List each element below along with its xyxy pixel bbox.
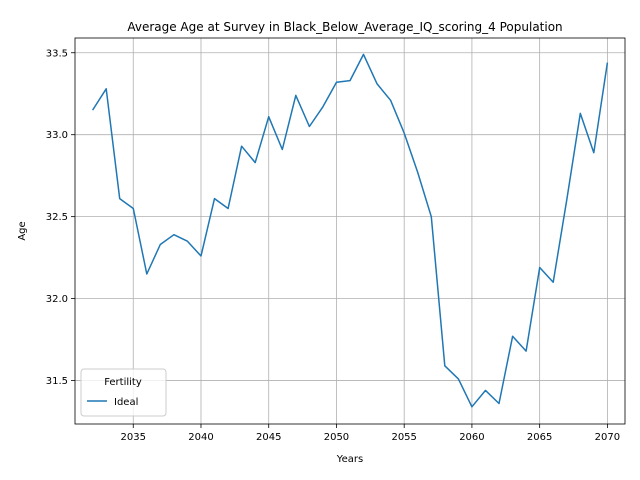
legend-box [80, 368, 167, 417]
plot-area [75, 38, 625, 424]
x-axis-label: Years [336, 454, 363, 465]
chart-title: Average Age at Survey in Black_Below_Ave… [127, 20, 562, 34]
y-tick-label: 33.5 [46, 48, 68, 59]
y-axis: 31.5 32.0 32.5 33.0 33.5 [46, 48, 75, 387]
x-tick-label: 2060 [459, 432, 484, 443]
legend-title: Fertility [104, 377, 142, 388]
x-tick-label: 2050 [324, 432, 349, 443]
x-tick-label: 2035 [121, 432, 146, 443]
x-tick-label: 2045 [256, 432, 281, 443]
x-tick-label: 2070 [595, 432, 620, 443]
y-tick-label: 32.0 [46, 294, 68, 305]
x-tick-label: 2040 [188, 432, 213, 443]
legend-label-ideal: Ideal [114, 397, 138, 408]
grid [75, 38, 625, 424]
y-tick-label: 31.5 [46, 376, 68, 387]
legend: Fertility Ideal [80, 368, 167, 417]
y-tick-label: 33.0 [46, 130, 68, 141]
x-tick-label: 2065 [527, 432, 552, 443]
series-group [91, 53, 609, 408]
y-axis-label: Age [17, 221, 28, 240]
y-tick-label: 32.5 [46, 212, 68, 223]
plot-border [74, 37, 626, 425]
x-axis: 2035 2040 2045 2050 2055 2060 2065 2070 [121, 424, 620, 443]
series-line-ideal [91, 53, 609, 408]
x-tick-label: 2055 [391, 432, 416, 443]
